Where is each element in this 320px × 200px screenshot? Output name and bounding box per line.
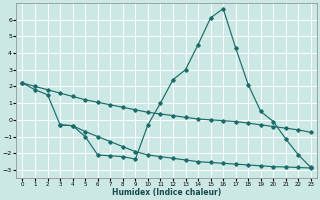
X-axis label: Humidex (Indice chaleur): Humidex (Indice chaleur) xyxy=(112,188,221,197)
